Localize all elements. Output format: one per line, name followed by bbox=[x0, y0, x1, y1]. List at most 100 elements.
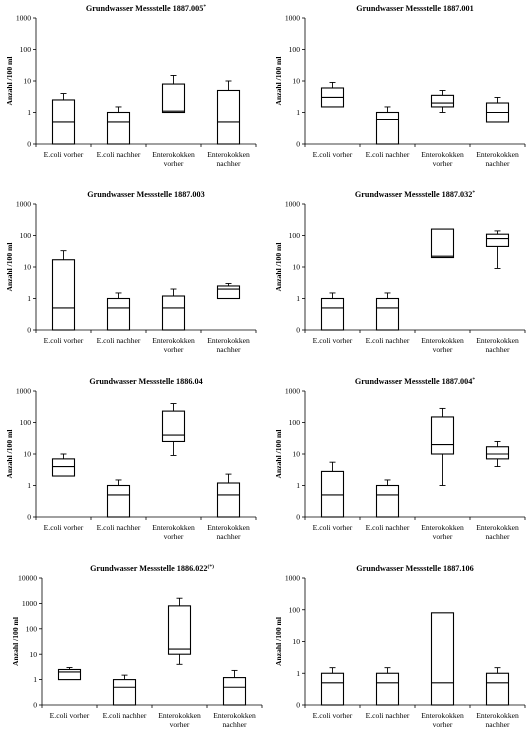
x-tick-label-line: Enterokokken bbox=[476, 336, 519, 345]
y-tick-label: 0 bbox=[296, 701, 300, 710]
box-iqr bbox=[430, 228, 455, 259]
x-tick-label: E.coli nachher bbox=[366, 711, 410, 720]
box-plot bbox=[320, 461, 345, 518]
x-tick-label: E.coli vorher bbox=[313, 523, 353, 532]
y-tick-label: 1 bbox=[33, 675, 37, 684]
box-plot bbox=[485, 441, 510, 467]
x-tick-label-line: nachher bbox=[216, 532, 241, 541]
box-iqr bbox=[375, 111, 400, 145]
box-iqr bbox=[485, 672, 510, 706]
y-axis-label: Anzahl /100 ml bbox=[5, 57, 14, 106]
box-plot bbox=[430, 407, 455, 486]
box-iqr bbox=[375, 297, 400, 331]
x-tick-label: E.coli nachher bbox=[366, 523, 410, 532]
y-tick-label: 1 bbox=[27, 481, 31, 490]
y-tick-label: 1000 bbox=[285, 387, 300, 396]
y-tick-label: 100 bbox=[20, 45, 32, 54]
y-tick-label: 10 bbox=[292, 637, 300, 646]
y-tick-label: 1000 bbox=[285, 574, 300, 583]
box-iqr bbox=[430, 612, 455, 706]
chart-panel: Grundwasser Messstelle 1887.003 Anzahl /1… bbox=[5, 190, 257, 354]
y-tick-label: 10 bbox=[292, 450, 300, 459]
y-tick-label: 100 bbox=[26, 624, 38, 633]
x-tick-label-line: vorher bbox=[170, 720, 190, 729]
box-iqr bbox=[106, 111, 131, 145]
box-iqr bbox=[375, 484, 400, 518]
x-tick-label: Enterokokken vorher bbox=[152, 523, 195, 541]
x-tick-label-line: vorher bbox=[433, 720, 453, 729]
x-tick-label: Enterokokken nachher bbox=[476, 150, 519, 168]
chart-title-text: Grundwasser Messstelle 1887.003 bbox=[87, 190, 204, 199]
x-tick-label-line: vorher bbox=[164, 159, 184, 168]
box-iqr bbox=[161, 295, 186, 331]
x-tick-label-line: Enterokokken bbox=[152, 150, 195, 159]
box-plot bbox=[106, 106, 131, 145]
y-tick-label: 10 bbox=[292, 77, 300, 86]
x-tick-label: E.coli nachher bbox=[103, 711, 147, 720]
x-tick-label-line: Enterokokken bbox=[476, 523, 519, 532]
x-tick-label-line: E.coli nachher bbox=[97, 336, 141, 345]
y-tick-label: 10000 bbox=[18, 574, 37, 583]
box-iqr bbox=[161, 410, 186, 443]
box-iqr bbox=[320, 672, 345, 706]
x-tick-label-line: Enterokokken bbox=[207, 150, 250, 159]
x-tick-label: Enterokokken nachher bbox=[207, 150, 250, 168]
box-plot bbox=[216, 473, 241, 518]
x-tick-label-line: Enterokokken bbox=[421, 711, 464, 720]
y-tick-label: 1000 bbox=[22, 599, 37, 608]
x-tick-label: Enterokokken nachher bbox=[476, 336, 519, 354]
x-tick-label-line: E.coli vorher bbox=[44, 150, 84, 159]
chart-title: Grundwasser Messstelle 1887.005* bbox=[86, 4, 206, 13]
y-tick-label: 1 bbox=[296, 108, 300, 117]
box-plot bbox=[320, 292, 345, 331]
x-tick-label-line: Enterokokken bbox=[213, 711, 256, 720]
y-tick-label: 0 bbox=[296, 513, 300, 522]
chart-title-mark: * bbox=[203, 4, 206, 10]
x-tick-label: E.coli vorher bbox=[313, 711, 353, 720]
x-tick-label-line: E.coli vorher bbox=[44, 336, 84, 345]
chart-title-text: Grundwasser Messstelle 1887.032 bbox=[355, 190, 472, 199]
x-tick-label-line: Enterokokken bbox=[207, 523, 250, 532]
y-axis-label: Anzahl /100 ml bbox=[274, 243, 283, 292]
chart-title-text: Grundwasser Messstelle 1886.04 bbox=[89, 377, 202, 386]
x-tick-label: Enterokokken vorher bbox=[158, 711, 201, 729]
box-iqr bbox=[430, 416, 455, 455]
x-tick-label: E.coli vorher bbox=[313, 150, 353, 159]
box-plot bbox=[216, 283, 241, 300]
x-tick-label: Enterokokken vorher bbox=[421, 711, 464, 729]
x-tick-label-line: E.coli vorher bbox=[313, 711, 353, 720]
x-tick-label-line: Enterokokken bbox=[476, 150, 519, 159]
y-tick-label: 1 bbox=[296, 481, 300, 490]
y-tick-label: 0 bbox=[33, 701, 37, 710]
box-iqr bbox=[167, 605, 192, 655]
y-tick-label: 100 bbox=[20, 231, 32, 240]
y-axis-label: Anzahl /100 ml bbox=[274, 430, 283, 479]
y-tick-label: 100 bbox=[289, 605, 301, 614]
box-plot bbox=[485, 230, 510, 269]
box-iqr bbox=[51, 259, 76, 331]
y-tick-label: 10 bbox=[23, 77, 31, 86]
x-tick-label-line: Enterokokken bbox=[476, 711, 519, 720]
x-tick-label: E.coli nachher bbox=[366, 336, 410, 345]
x-tick-label: Enterokokken nachher bbox=[207, 523, 250, 541]
box-plot bbox=[161, 288, 186, 331]
y-tick-label: 0 bbox=[27, 140, 31, 149]
chart-panel: Grundwasser Messstelle 1887.106 Anzahl /1… bbox=[274, 564, 526, 729]
x-tick-label-line: E.coli vorher bbox=[44, 523, 84, 532]
chart-panel: Grundwasser Messstelle 1887.001 Anzahl /1… bbox=[274, 4, 526, 168]
box-plot bbox=[167, 597, 192, 665]
y-axis-label: Anzahl /100 ml bbox=[5, 430, 14, 479]
box-plot bbox=[375, 667, 400, 706]
box-iqr bbox=[222, 677, 247, 706]
y-tick-label: 1000 bbox=[16, 387, 31, 396]
box-iqr bbox=[485, 233, 510, 247]
x-tick-label: Enterokokken vorher bbox=[152, 336, 195, 354]
box-iqr bbox=[216, 89, 241, 145]
box-iqr bbox=[375, 672, 400, 706]
x-tick-label: E.coli nachher bbox=[97, 523, 141, 532]
y-axis-label: Anzahl /100 ml bbox=[5, 243, 14, 292]
chart-title-mark: * bbox=[472, 377, 475, 383]
y-tick-label: 1000 bbox=[285, 14, 300, 23]
box-plot bbox=[430, 228, 455, 259]
chart-title-text: Grundwasser Messstelle 1886.022 bbox=[90, 564, 207, 573]
